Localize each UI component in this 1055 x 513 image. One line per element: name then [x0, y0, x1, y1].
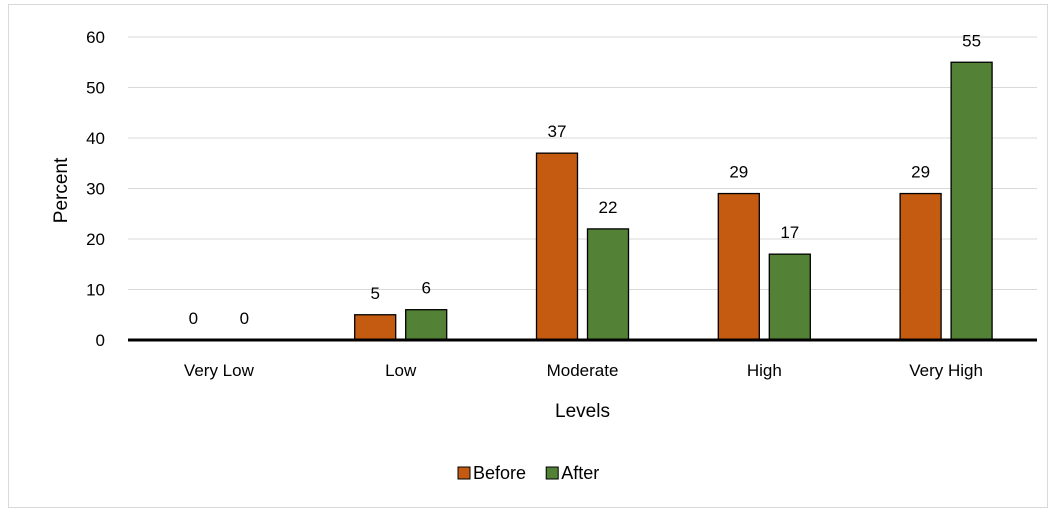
x-tick-label: Very High — [909, 361, 983, 380]
data-label: 6 — [421, 279, 430, 298]
data-label: 55 — [962, 31, 981, 50]
legend-label-before: Before — [473, 463, 526, 483]
bar-before — [717, 192, 760, 341]
bar-before — [354, 314, 397, 341]
x-tick-label: Low — [385, 361, 417, 380]
bar-before — [899, 192, 942, 341]
legend-label-after: After — [561, 463, 599, 483]
data-label: 0 — [189, 309, 198, 328]
y-tick-label: 40 — [86, 129, 105, 148]
bar-after — [405, 309, 448, 341]
y-tick-label: 60 — [86, 28, 105, 47]
data-label: 37 — [548, 122, 567, 141]
bar-after — [950, 61, 993, 341]
y-tick-label: 50 — [86, 79, 105, 98]
data-label: 17 — [780, 223, 799, 242]
x-tick-label: High — [747, 361, 782, 380]
bar-after — [768, 253, 811, 341]
data-label: 5 — [370, 284, 379, 303]
data-label: 0 — [240, 309, 249, 328]
y-tick-label: 0 — [96, 331, 105, 350]
y-tick-label: 10 — [86, 281, 105, 300]
x-tick-label: Very Low — [184, 361, 255, 380]
legend-swatch-before — [457, 466, 471, 480]
x-tick-label: Moderate — [547, 361, 619, 380]
y-axis-title: Percent — [51, 157, 72, 223]
data-label: 22 — [599, 198, 618, 217]
data-label: 29 — [729, 163, 748, 182]
bar-after — [586, 228, 630, 341]
bar-before — [535, 152, 579, 341]
x-axis-title: Levels — [555, 401, 610, 422]
data-label: 29 — [911, 163, 930, 182]
legend-swatch-after — [545, 466, 559, 480]
y-tick-label: 30 — [86, 180, 105, 199]
y-tick-label: 20 — [86, 230, 105, 249]
